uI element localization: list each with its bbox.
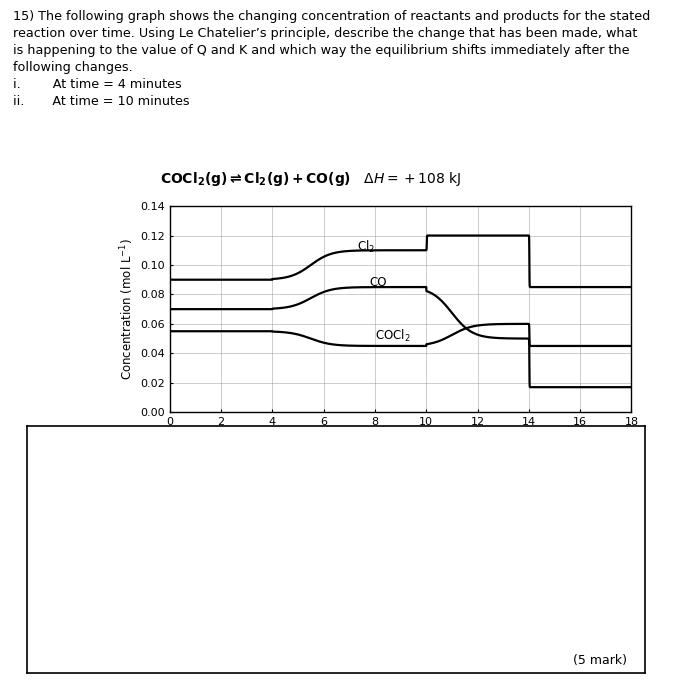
Text: CO: CO xyxy=(370,276,387,289)
X-axis label: Time (min): Time (min) xyxy=(367,431,435,444)
Y-axis label: Concentration (mol L$^{-1}$): Concentration (mol L$^{-1}$) xyxy=(118,238,136,380)
Text: $\mathbf{COCl_2(g)}$$\mathbf{\rightleftharpoons}$$\mathbf{Cl_2(g) + CO(g)}$$\qua: $\mathbf{COCl_2(g)}$$\mathbf{\rightlefth… xyxy=(160,170,461,188)
Text: COCl$_2$: COCl$_2$ xyxy=(375,328,410,344)
Text: 15) The following graph shows the changing concentration of reactants and produc: 15) The following graph shows the changi… xyxy=(14,10,650,108)
Text: Cl$_2$: Cl$_2$ xyxy=(357,238,375,255)
Text: (5 mark): (5 mark) xyxy=(572,654,627,667)
